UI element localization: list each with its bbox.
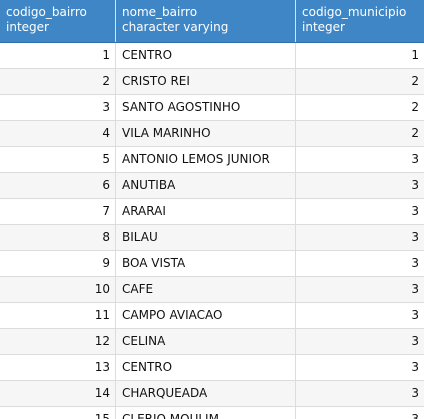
cell-codigo-municipio[interactable]: 3 xyxy=(411,230,419,244)
table-row[interactable]: 9 BOA VISTA 3 xyxy=(0,251,424,277)
cell-codigo-bairro[interactable]: 15 xyxy=(0,407,116,419)
cell-codigo-municipio[interactable]: 3 xyxy=(411,178,419,192)
cell-codigo-municipio[interactable]: 3 xyxy=(411,256,419,270)
cell-nome-bairro[interactable]: CRISTO REI xyxy=(116,69,296,94)
cell-codigo-municipio[interactable]: 3 xyxy=(411,308,419,322)
cell-codigo-municipio[interactable]: 3 xyxy=(411,412,419,419)
table-row[interactable]: 2 CRISTO REI 2 xyxy=(0,69,424,95)
table-row[interactable]: 15 CLERIO MOULIM 3 xyxy=(0,407,424,419)
table-row[interactable]: 4 VILA MARINHO 2 xyxy=(0,121,424,147)
cell-codigo-bairro[interactable]: 7 xyxy=(0,199,116,224)
cell-codigo-bairro[interactable]: 11 xyxy=(0,303,116,328)
cell-codigo-bairro[interactable]: 8 xyxy=(0,225,116,250)
cell-nome-bairro[interactable]: ANTONIO LEMOS JUNIOR xyxy=(116,147,296,172)
column-header-codigo-municipio[interactable]: codigo_municipio integer xyxy=(296,0,424,42)
cell-codigo-municipio[interactable]: 3 xyxy=(411,386,419,400)
cell-nome-bairro[interactable]: CAFE xyxy=(116,277,296,302)
table-row[interactable]: 10 CAFE 3 xyxy=(0,277,424,303)
cell-nome-bairro[interactable]: BILAU xyxy=(116,225,296,250)
column-name: codigo_municipio xyxy=(302,5,407,19)
cell-codigo-municipio[interactable]: 2 xyxy=(411,100,419,114)
cell-codigo-bairro[interactable]: 1 xyxy=(0,43,116,68)
cell-codigo-bairro[interactable]: 3 xyxy=(0,95,116,120)
table-row[interactable]: 3 SANTO AGOSTINHO 2 xyxy=(0,95,424,121)
column-header-nome-bairro[interactable]: nome_bairro character varying xyxy=(116,0,296,42)
grid-body: 1 CENTRO 1 2 CRISTO REI 2 3 SANTO AGOSTINHO 2 4 VI… xyxy=(0,43,424,419)
cell-nome-bairro[interactable]: VILA MARINHO xyxy=(116,121,296,146)
cell-nome-bairro[interactable]: CENTRO xyxy=(116,355,296,380)
cell-nome-bairro[interactable]: BOA VISTA xyxy=(116,251,296,276)
cell-codigo-bairro[interactable]: 6 xyxy=(0,173,116,198)
table-row[interactable]: 13 CENTRO 3 xyxy=(0,355,424,381)
cell-codigo-municipio[interactable]: 2 xyxy=(411,74,419,88)
column-name: codigo_bairro xyxy=(6,5,87,19)
cell-nome-bairro[interactable]: ARARAI xyxy=(116,199,296,224)
cell-codigo-municipio[interactable]: 3 xyxy=(411,204,419,218)
table-row[interactable]: 11 CAMPO AVIACAO 3 xyxy=(0,303,424,329)
cell-nome-bairro[interactable]: SANTO AGOSTINHO xyxy=(116,95,296,120)
table-row[interactable]: 6 ANUTIBA 3 xyxy=(0,173,424,199)
cell-codigo-bairro[interactable]: 12 xyxy=(0,329,116,354)
cell-codigo-bairro[interactable]: 2 xyxy=(0,69,116,94)
cell-nome-bairro[interactable]: ANUTIBA xyxy=(116,173,296,198)
table-row[interactable]: 5 ANTONIO LEMOS JUNIOR 3 xyxy=(0,147,424,173)
cell-codigo-bairro[interactable]: 10 xyxy=(0,277,116,302)
column-type: character varying xyxy=(122,20,229,34)
cell-codigo-bairro[interactable]: 14 xyxy=(0,381,116,406)
cell-codigo-municipio[interactable]: 1 xyxy=(411,48,419,62)
cell-codigo-bairro[interactable]: 5 xyxy=(0,147,116,172)
table-row[interactable]: 12 CELINA 3 xyxy=(0,329,424,355)
table-row[interactable]: 1 CENTRO 1 xyxy=(0,43,424,69)
cell-codigo-municipio[interactable]: 3 xyxy=(411,282,419,296)
table-row[interactable]: 8 BILAU 3 xyxy=(0,225,424,251)
cell-codigo-municipio[interactable]: 3 xyxy=(411,360,419,374)
grid-header: codigo_bairro integer nome_bairro charac… xyxy=(0,0,424,43)
cell-codigo-municipio[interactable]: 3 xyxy=(411,152,419,166)
cell-codigo-bairro[interactable]: 13 xyxy=(0,355,116,380)
column-type: integer xyxy=(6,20,49,34)
cell-nome-bairro[interactable]: CENTRO xyxy=(116,43,296,68)
table-row[interactable]: 14 CHARQUEADA 3 xyxy=(0,381,424,407)
column-name: nome_bairro xyxy=(122,5,198,19)
cell-codigo-municipio[interactable]: 2 xyxy=(411,126,419,140)
column-header-codigo-bairro[interactable]: codigo_bairro integer xyxy=(0,0,116,42)
cell-codigo-municipio[interactable]: 3 xyxy=(411,334,419,348)
cell-nome-bairro[interactable]: CAMPO AVIACAO xyxy=(116,303,296,328)
cell-nome-bairro[interactable]: CHARQUEADA xyxy=(116,381,296,406)
table-row[interactable]: 7 ARARAI 3 xyxy=(0,199,424,225)
cell-codigo-bairro[interactable]: 9 xyxy=(0,251,116,276)
column-type: integer xyxy=(302,20,345,34)
cell-codigo-bairro[interactable]: 4 xyxy=(0,121,116,146)
cell-nome-bairro[interactable]: CLERIO MOULIM xyxy=(116,407,296,419)
cell-nome-bairro[interactable]: CELINA xyxy=(116,329,296,354)
